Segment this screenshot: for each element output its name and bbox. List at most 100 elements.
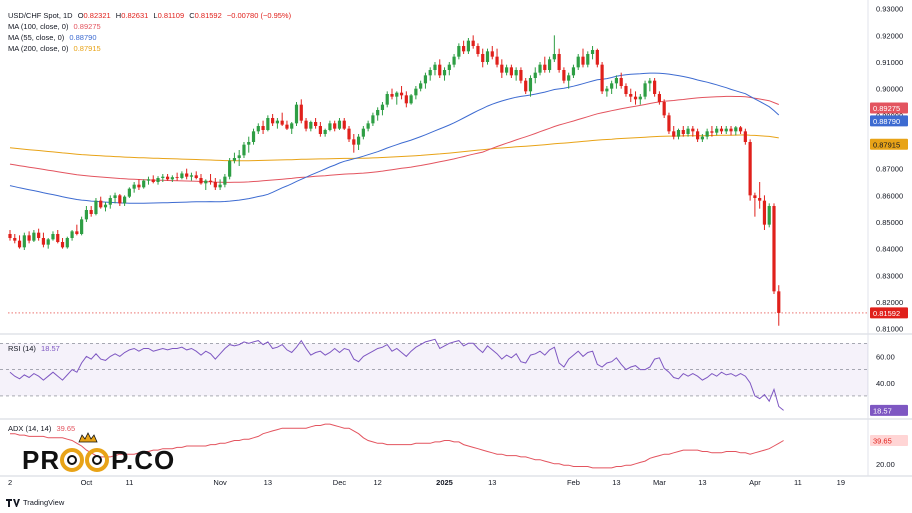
candle-body bbox=[419, 83, 423, 89]
candle-body bbox=[94, 200, 98, 214]
candle bbox=[514, 67, 518, 81]
candle-body bbox=[557, 54, 561, 70]
candle bbox=[576, 54, 580, 70]
candle-body bbox=[729, 128, 733, 132]
candle-body bbox=[213, 182, 217, 188]
candle bbox=[547, 56, 552, 73]
candle-body bbox=[576, 56, 580, 68]
x-tick-label: 2025 bbox=[436, 478, 453, 487]
tradingview-attribution[interactable]: TradingView bbox=[6, 498, 64, 507]
candle-body bbox=[509, 67, 513, 76]
candle-body bbox=[629, 94, 633, 97]
candle-body bbox=[505, 67, 509, 73]
candle bbox=[175, 172, 179, 181]
candle-body bbox=[22, 235, 26, 248]
candle bbox=[271, 114, 275, 126]
candle bbox=[633, 91, 638, 105]
candle-body bbox=[380, 104, 385, 110]
candle bbox=[60, 238, 65, 249]
ma200-legend: MA (200, close, 0) 0.87915 bbox=[8, 43, 101, 54]
candle-body bbox=[500, 64, 504, 73]
last-price-tag-bg bbox=[870, 307, 908, 319]
candle bbox=[165, 174, 170, 181]
candle bbox=[743, 128, 747, 145]
price-tick-label: 0.84000 bbox=[876, 245, 903, 254]
candle-body bbox=[767, 206, 771, 225]
candle bbox=[185, 168, 189, 180]
rsi-legend: RSI (14) 18.57 bbox=[8, 343, 60, 354]
candle-body bbox=[275, 120, 279, 124]
x-tick-label: Nov bbox=[213, 478, 227, 487]
candle bbox=[108, 195, 112, 209]
candle-body bbox=[734, 127, 738, 132]
ma100-tag: 0.89275 bbox=[873, 104, 900, 113]
ma200-tag-bg bbox=[870, 138, 908, 150]
adx-pane: 20.00 bbox=[10, 423, 895, 469]
candle-body bbox=[696, 131, 700, 140]
candle bbox=[304, 118, 308, 132]
candle bbox=[753, 192, 757, 217]
candle-body bbox=[562, 70, 566, 81]
candle bbox=[22, 232, 26, 250]
candle-body bbox=[80, 219, 84, 234]
candle-body bbox=[232, 158, 237, 161]
candle bbox=[118, 194, 122, 206]
rsi-last-tag: 18.57 bbox=[873, 406, 892, 415]
candle bbox=[256, 123, 260, 134]
candle bbox=[462, 40, 466, 54]
candle-body bbox=[758, 198, 762, 201]
candle-body bbox=[738, 127, 743, 132]
rsi-pane: 60.00 40.00 bbox=[0, 338, 895, 411]
adx-legend: ADX (14, 14) 39.65 bbox=[8, 423, 75, 434]
candle bbox=[275, 118, 279, 129]
candle bbox=[189, 172, 194, 181]
adx-last-tag: 39.65 bbox=[873, 437, 892, 446]
candle-body bbox=[772, 206, 776, 292]
close-label: C bbox=[189, 11, 195, 20]
candle-body bbox=[280, 120, 284, 125]
candle-body bbox=[753, 195, 757, 198]
candle-body bbox=[199, 178, 203, 184]
candle-body bbox=[524, 80, 528, 92]
candle-body bbox=[204, 180, 208, 184]
candle-body bbox=[676, 130, 681, 137]
price-tick-label: 0.90000 bbox=[876, 85, 903, 94]
candle-body bbox=[595, 50, 599, 65]
candle bbox=[366, 120, 370, 132]
candlestick-series bbox=[8, 35, 781, 326]
candle bbox=[27, 231, 31, 244]
candle-body bbox=[228, 160, 232, 177]
x-tick-label: Oct bbox=[81, 478, 94, 487]
ma200-label: MA (200, close, 0) bbox=[8, 44, 69, 53]
candle bbox=[309, 120, 313, 132]
candle-body bbox=[543, 64, 547, 70]
candle-body bbox=[571, 67, 576, 76]
candle-body bbox=[643, 83, 647, 97]
candle-body bbox=[633, 96, 638, 100]
candle-body bbox=[586, 54, 590, 65]
candle-body bbox=[271, 118, 275, 124]
candle-body bbox=[376, 110, 380, 116]
candle-body bbox=[356, 136, 361, 145]
candle bbox=[399, 86, 404, 100]
candle bbox=[571, 64, 576, 78]
candle bbox=[734, 126, 738, 136]
candle bbox=[648, 78, 652, 92]
candle bbox=[495, 48, 499, 68]
candle bbox=[414, 86, 418, 100]
candle-body bbox=[99, 200, 103, 208]
candle bbox=[428, 67, 432, 81]
candle-body bbox=[70, 231, 74, 238]
candle bbox=[251, 128, 256, 145]
x-tick-label: Apr bbox=[749, 478, 761, 487]
candle bbox=[662, 99, 666, 118]
candle bbox=[41, 232, 46, 248]
candle-body bbox=[748, 142, 752, 196]
candle bbox=[151, 175, 155, 184]
watermark-crown-icon bbox=[78, 432, 98, 443]
candle bbox=[657, 91, 661, 105]
x-tick-label: 13 bbox=[264, 478, 272, 487]
candle-body bbox=[17, 240, 22, 248]
candle bbox=[285, 120, 289, 130]
